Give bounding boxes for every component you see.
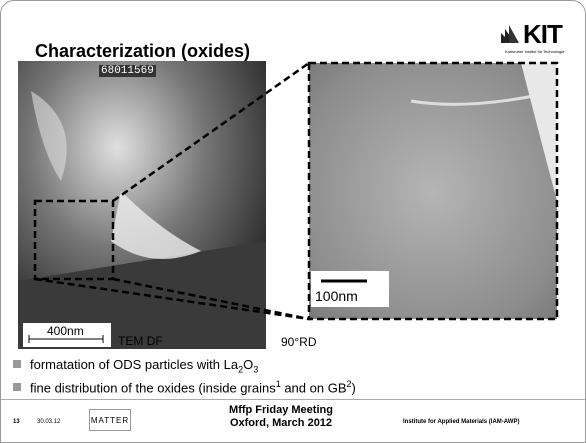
bullet-text: ) xyxy=(352,380,356,395)
project-logo: MATTER xyxy=(89,409,131,431)
bullet-text: formatation of ODS particles with La xyxy=(30,357,238,372)
orientation-label: 90°RD xyxy=(281,335,316,349)
page: Characterization (oxides) KIT Karlsruher… xyxy=(0,0,586,443)
date: 30.03.12 xyxy=(37,419,60,425)
subscript: 3 xyxy=(253,365,258,375)
image-mode: TEM DF xyxy=(118,334,163,348)
page-number: 13 xyxy=(13,419,20,425)
scale-bar-label: 400nm xyxy=(47,324,84,338)
institute: Institute for Applied Materials (IAM-AWP… xyxy=(403,419,519,425)
bullet-text: O xyxy=(243,357,253,372)
image-overlay-text: 68011569 xyxy=(99,65,156,77)
scale-bar-label: 100nm xyxy=(315,288,358,304)
bullet-text: fine distribution of the oxides (inside … xyxy=(30,380,276,395)
meeting-line: Mffp Friday Meeting xyxy=(221,404,341,417)
bullet: fine distribution of the oxides (inside … xyxy=(13,379,356,395)
bullet-text: and on GB xyxy=(281,380,347,395)
footer-rule xyxy=(1,399,586,400)
slide: Characterization (oxides) KIT Karlsruher… xyxy=(0,0,586,443)
meeting-line: Oxford, March 2012 xyxy=(221,417,341,430)
bullet: formatation of ODS particles with La2O3 xyxy=(13,357,258,375)
